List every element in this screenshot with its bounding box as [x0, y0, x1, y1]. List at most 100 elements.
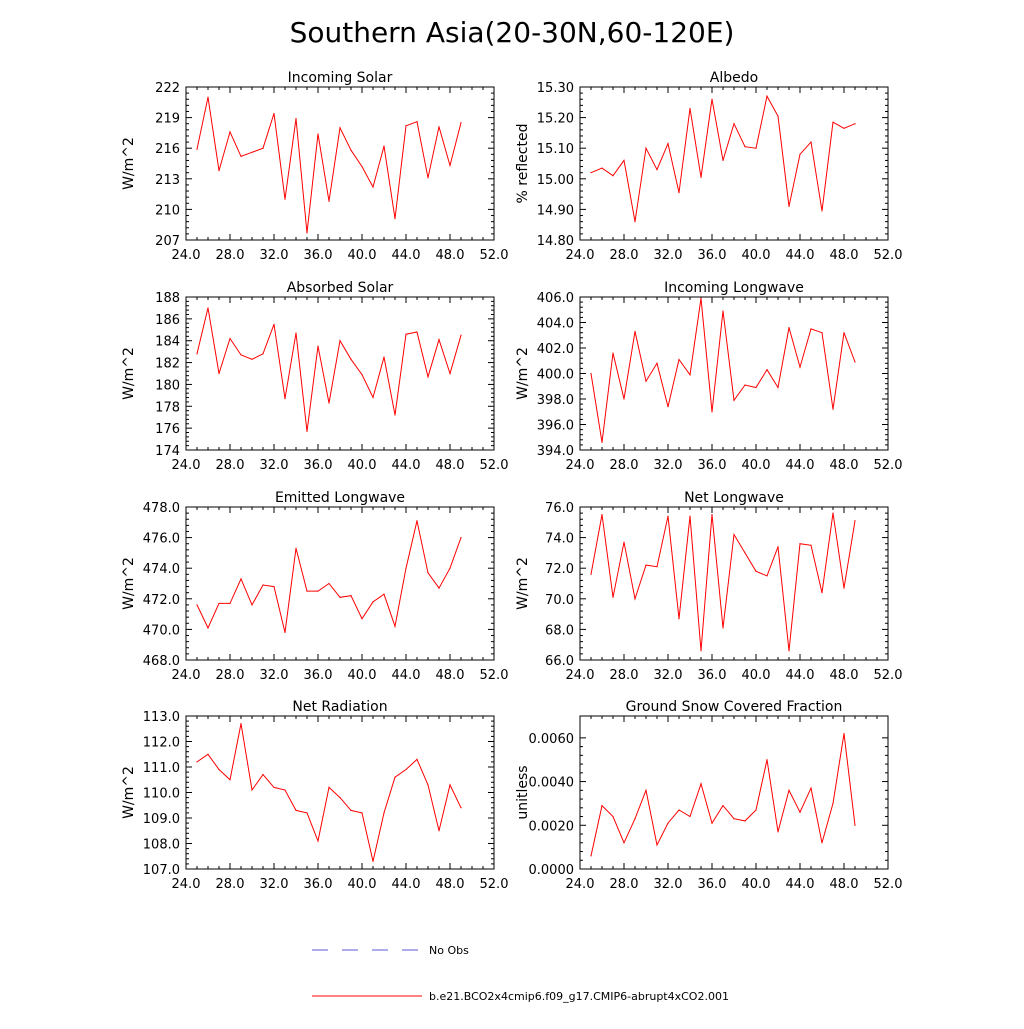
data-point	[328, 582, 330, 585]
plot-frame	[579, 506, 889, 661]
data-point	[207, 96, 209, 98]
data-point	[656, 169, 658, 171]
x-tick-label: 32.0	[654, 877, 683, 892]
data-point	[328, 402, 330, 404]
data-point	[623, 842, 625, 844]
data-point	[449, 567, 451, 569]
data-point	[262, 353, 264, 355]
x-tick-label: 40.0	[742, 877, 771, 892]
legend: No Obs b.e21.BCO2x4cmip6.f09_g17.CMIP6-a…	[312, 944, 729, 1003]
x-tick-label: 32.0	[654, 248, 683, 263]
series-line	[196, 520, 462, 633]
data-point	[766, 95, 768, 97]
series-line	[196, 97, 462, 233]
panel-emitted-longwave: Emitted Longwave W/m^2 24.0 28.0 32.0 36.0 40.…	[121, 490, 508, 683]
panel-title: Emitted Longwave	[275, 490, 405, 506]
x-tick-label: 28.0	[610, 668, 639, 683]
data-point	[229, 779, 231, 781]
x-tick-label: 24.0	[172, 458, 201, 473]
data-point	[821, 332, 823, 334]
data-point	[766, 369, 768, 371]
x-tick-label: 48.0	[830, 877, 859, 892]
panel-title: Absorbed Solar	[287, 280, 394, 296]
y-tick-label: 0.0060	[529, 732, 575, 747]
data-point	[612, 175, 614, 177]
data-point	[590, 372, 592, 375]
data-point	[196, 604, 198, 606]
y-tick-label: 180	[155, 378, 180, 393]
y-tick-label: 476.0	[143, 532, 180, 547]
data-point	[788, 789, 790, 791]
data-point	[700, 176, 702, 178]
y-tick-label: 76.0	[545, 501, 574, 516]
data-point	[711, 411, 713, 413]
data-point	[262, 584, 264, 586]
data-point	[634, 598, 636, 600]
data-point	[601, 514, 603, 516]
data-point	[449, 372, 451, 375]
data-point	[438, 830, 440, 832]
data-point	[645, 147, 647, 149]
data-point	[623, 541, 625, 543]
y-tick-label: 186	[155, 313, 180, 328]
plot-frame	[579, 86, 889, 241]
panel-albedo: Albedo % reflected 24.0 28.0 32.0 36.0 40.0 44.…	[515, 70, 902, 263]
data-point	[799, 153, 801, 155]
x-tick-label: 36.0	[304, 248, 333, 263]
y-tick-label: 468.0	[143, 654, 180, 669]
y-tick-label: 14.80	[537, 234, 574, 249]
x-tick-label: 40.0	[742, 248, 771, 263]
data-point	[196, 761, 198, 763]
data-point	[339, 127, 341, 129]
data-point	[372, 186, 374, 188]
data-point	[460, 807, 462, 809]
data-point	[733, 818, 735, 820]
data-point	[405, 768, 407, 771]
data-point	[218, 768, 220, 771]
legend-obs-label: No Obs	[429, 944, 469, 957]
page-title: Southern Asia(20-30N,60-120E)	[290, 16, 735, 49]
y-tick-label: 219	[155, 112, 180, 127]
x-tick-label: 44.0	[786, 668, 815, 683]
data-point	[843, 587, 845, 589]
y-tick-label: 74.0	[545, 532, 574, 547]
data-point	[339, 797, 341, 799]
data-point	[229, 602, 231, 604]
data-point	[810, 141, 812, 143]
panel-title: Net Longwave	[684, 490, 784, 506]
x-tick-label: 24.0	[566, 248, 595, 263]
data-point	[810, 787, 812, 789]
y-tick-label: 406.0	[537, 291, 574, 306]
data-point	[612, 596, 614, 598]
data-point	[394, 414, 396, 416]
data-point	[601, 441, 603, 443]
data-point	[601, 805, 603, 807]
y-tick-label: 222	[155, 81, 180, 96]
y-tick-label: 472.0	[143, 593, 180, 608]
data-point	[438, 587, 440, 589]
data-point	[612, 352, 614, 354]
data-point	[766, 575, 768, 577]
data-point	[416, 331, 418, 333]
data-point	[240, 723, 242, 725]
panel-absorbed-solar: Absorbed Solar W/m^2 24.0 28.0 32.0 36.0 40.0 4…	[121, 280, 508, 473]
data-point	[777, 115, 779, 117]
x-tick-label: 24.0	[172, 248, 201, 263]
data-point	[317, 840, 319, 842]
data-point	[251, 358, 253, 360]
series-line	[196, 723, 462, 862]
x-tick-label: 44.0	[786, 458, 815, 473]
data-point	[361, 812, 363, 814]
data-point	[645, 789, 647, 791]
data-point	[755, 570, 757, 572]
data-point	[832, 408, 834, 410]
data-point	[788, 205, 790, 207]
data-point	[832, 121, 834, 123]
data-point	[689, 815, 691, 818]
x-tick-label: 36.0	[304, 458, 333, 473]
data-point	[700, 650, 702, 652]
data-point	[196, 148, 198, 150]
y-tick-label: 404.0	[537, 317, 574, 332]
series-line	[590, 513, 856, 651]
